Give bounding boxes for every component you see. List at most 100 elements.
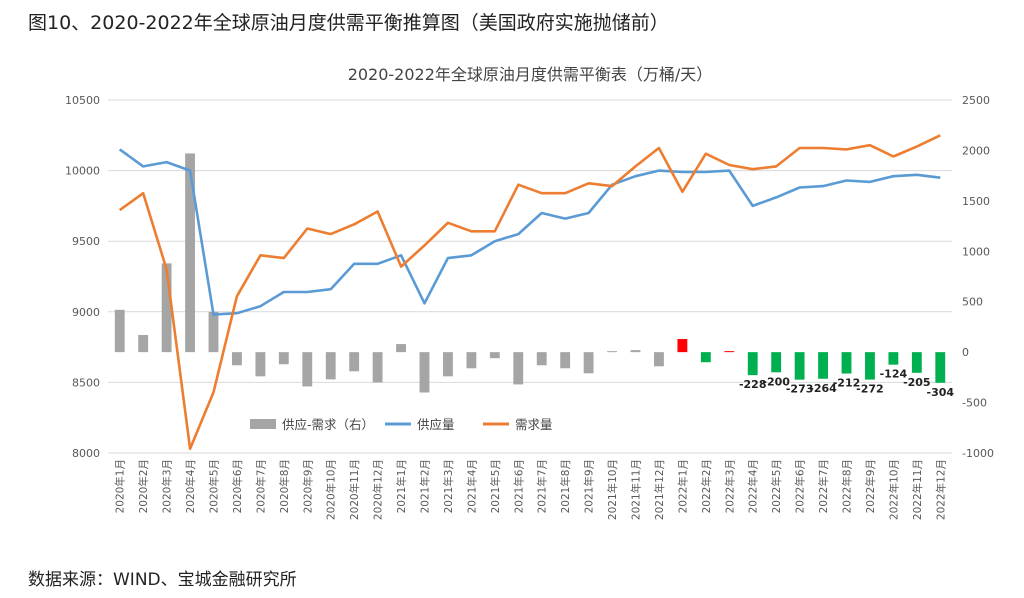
bar-data-label: -272 — [856, 383, 884, 396]
left-tick-label: 10000 — [65, 165, 100, 178]
x-tick-label: 2021年5月 — [489, 459, 502, 513]
bar — [396, 344, 406, 353]
left-tick-label: 8500 — [72, 376, 100, 389]
bar — [138, 334, 149, 353]
bar — [536, 352, 547, 366]
grid-lines — [108, 99, 952, 454]
bar — [700, 352, 711, 363]
x-tick-label: 2020年3月 — [161, 459, 174, 513]
x-tick-label: 2020年2月 — [137, 459, 150, 513]
bar-data-label: -264 — [809, 382, 837, 395]
bar — [466, 352, 477, 369]
right-tick-label: -1000 — [962, 447, 994, 460]
bar-data-label: -200 — [762, 375, 790, 388]
right-tick-label: 2000 — [962, 144, 990, 157]
x-tick-label: 2020年9月 — [301, 459, 314, 513]
x-tick-label: 2021年2月 — [419, 459, 432, 513]
right-axis-ticks: -1000 -500 0 500 1000 1500 2000 2500 — [962, 94, 994, 460]
bar — [302, 352, 313, 387]
bar — [513, 352, 524, 385]
x-tick-label: 2021年7月 — [536, 459, 549, 513]
bar-data-label: -212 — [833, 377, 861, 390]
x-tick-label: 2020年11月 — [348, 459, 361, 520]
x-tick-label: 2021年9月 — [583, 459, 596, 513]
x-tick-label: 2022年3月 — [723, 459, 736, 513]
x-tick-label: 2021年6月 — [512, 459, 525, 513]
bar — [255, 352, 266, 377]
bar — [771, 352, 782, 373]
bar-data-label: -273 — [786, 383, 814, 396]
bar-series — [114, 153, 946, 393]
x-tick-label: 2022年9月 — [864, 459, 877, 513]
right-tick-label: 500 — [962, 296, 983, 309]
x-tick-label: 2021年3月 — [442, 459, 455, 513]
bar — [560, 352, 571, 369]
bar — [794, 352, 805, 380]
bar — [232, 352, 242, 366]
x-tick-label: 2022年10月 — [887, 459, 900, 520]
x-tick-label: 2022年12月 — [934, 459, 947, 520]
x-tick-label: 2020年7月 — [254, 459, 267, 513]
bar — [161, 263, 172, 353]
x-tick-label: 2020年8月 — [278, 459, 291, 513]
x-tick-label: 2022年7月 — [817, 459, 830, 513]
x-tick-label: 2020年4月 — [184, 459, 197, 513]
x-tick-label: 2022年11月 — [911, 459, 924, 520]
bar — [278, 352, 289, 365]
bar — [489, 352, 500, 359]
bar — [654, 352, 664, 367]
source-note: 数据来源：WIND、宝城金融研究所 — [28, 570, 297, 590]
chart-title: 2020-2022年全球原油月度供需平衡表（万桶/天） — [348, 65, 713, 84]
right-tick-label: -500 — [962, 397, 987, 410]
left-tick-label: 10500 — [65, 94, 100, 107]
right-tick-label: 0 — [962, 346, 969, 359]
bar-data-label: -228 — [739, 378, 767, 391]
bar — [911, 352, 922, 373]
figure-title: 图10、2020-2022年全球原油月度供需平衡推算图（美国政府实施抛储前） — [28, 12, 669, 34]
x-tick-label: 2021年8月 — [559, 459, 572, 513]
x-tick-label: 2022年2月 — [700, 459, 713, 513]
left-tick-label: 9500 — [72, 235, 100, 248]
left-tick-label: 8000 — [72, 447, 100, 460]
bar — [888, 352, 899, 365]
right-tick-label: 2500 — [962, 94, 990, 107]
x-tick-label: 2021年1月 — [395, 459, 408, 513]
x-tick-label: 2022年4月 — [747, 459, 760, 513]
bar — [818, 352, 828, 379]
x-tick-label: 2020年1月 — [114, 459, 127, 513]
bar-data-label: -124 — [880, 368, 908, 381]
line-series — [118, 134, 941, 451]
series-line — [118, 134, 941, 451]
bar — [349, 352, 360, 372]
bar — [583, 352, 594, 374]
legend-label: 供应-需求（右） — [282, 417, 374, 432]
x-tick-label: 2020年10月 — [325, 459, 338, 520]
x-axis-ticks: 2020年1月 2020年2月 2020年3月 2020年4月 2020年5月 2020年… — [114, 459, 948, 520]
bar-data-labels: -228-200-273-264-212-272 -124-205-304 — [739, 368, 954, 399]
bar — [935, 352, 946, 383]
bar — [630, 350, 641, 353]
legend-label: 供应量 — [417, 417, 455, 432]
x-tick-label: 2022年6月 — [794, 459, 807, 513]
bar — [419, 352, 430, 393]
right-tick-label: 1000 — [962, 245, 990, 258]
legend-label: 需求量 — [515, 417, 553, 432]
legend: 供应-需求（右） 供应量 需求量 — [250, 417, 553, 432]
bar-data-label: -304 — [927, 386, 955, 399]
x-tick-label: 2022年8月 — [841, 459, 854, 513]
bar — [607, 351, 617, 353]
right-tick-label: 1500 — [962, 195, 990, 208]
bar-data-label: -205 — [903, 376, 931, 389]
bar — [747, 352, 758, 376]
bar — [372, 352, 383, 383]
bar — [677, 339, 688, 353]
x-tick-label: 2021年11月 — [630, 459, 643, 520]
x-tick-label: 2021年12月 — [653, 459, 666, 520]
left-tick-label: 9000 — [72, 306, 100, 319]
x-tick-label: 2020年6月 — [231, 459, 244, 513]
bar — [208, 311, 219, 353]
bar — [865, 352, 875, 380]
left-axis-ticks: 8000 8500 9000 9500 10000 10500 — [65, 94, 100, 460]
chart: 2020-2022年全球原油月度供需平衡表（万桶/天） 8000 8500 9000… — [65, 65, 994, 520]
x-tick-label: 2022年1月 — [676, 459, 689, 513]
